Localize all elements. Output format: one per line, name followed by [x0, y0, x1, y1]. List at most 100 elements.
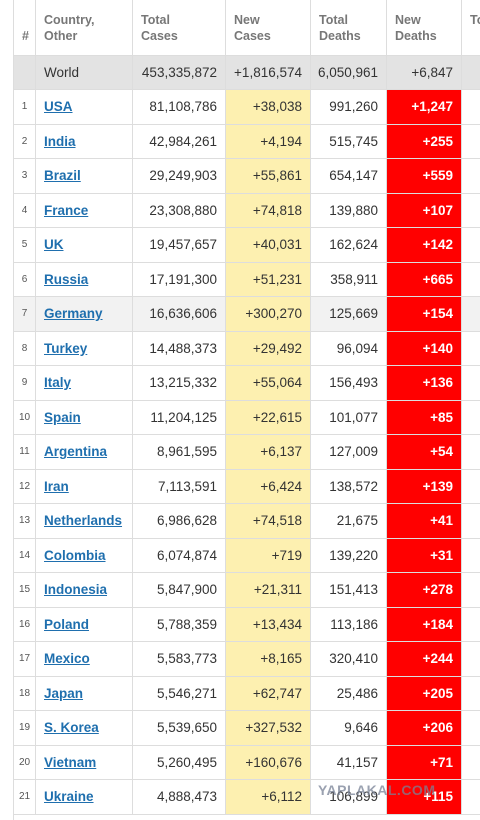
country-link-text[interactable]: Russia	[44, 271, 89, 287]
rank: 9	[14, 366, 36, 401]
data-cell: +74,518	[226, 504, 311, 539]
country-link[interactable]: Italy	[36, 366, 133, 401]
data-cell: +719	[226, 538, 311, 573]
clipped-cell	[462, 504, 480, 539]
country-link-text[interactable]: Brazil	[44, 168, 81, 184]
data-cell: 9,646	[311, 711, 387, 746]
country-link-text[interactable]: India	[44, 133, 76, 149]
column-header[interactable]: Total Cases	[133, 0, 226, 56]
country-link[interactable]: Netherlands	[36, 504, 133, 539]
country-link-text[interactable]: Turkey	[44, 340, 88, 356]
clipped-cell	[462, 608, 480, 642]
clipped-cell	[462, 746, 480, 780]
country-link-text[interactable]: Argentina	[44, 444, 108, 460]
country-link[interactable]: Vietnam	[36, 745, 133, 780]
country-link[interactable]: Japan	[36, 676, 133, 711]
column-header[interactable]: New Deaths	[387, 0, 462, 56]
world-rank-cell	[14, 56, 36, 90]
clipped-cell	[462, 332, 480, 366]
country-link[interactable]: Indonesia	[36, 573, 133, 608]
country-link[interactable]: Iran	[36, 469, 133, 504]
world-cell: 453,335,872	[133, 56, 226, 90]
country-link-text[interactable]: Japan	[44, 685, 84, 701]
data-cell: 101,077	[311, 400, 387, 435]
country-link[interactable]: UK	[36, 228, 133, 263]
country-link-text[interactable]: Netherlands	[44, 513, 123, 529]
table-edge	[13, 0, 14, 820]
country-link-text[interactable]: Ukraine	[44, 789, 94, 805]
data-cell: 4,888,473	[133, 780, 226, 815]
column-header-text[interactable]: Country, Other	[44, 13, 95, 43]
country-link-text[interactable]: Vietnam	[44, 754, 97, 770]
country-link[interactable]: Brazil	[36, 159, 133, 194]
data-cell: +29,492	[226, 331, 311, 366]
country-link[interactable]: Colombia	[36, 538, 133, 573]
rank: 7	[14, 297, 36, 332]
country-link-text[interactable]: France	[44, 202, 89, 218]
column-header-text[interactable]: New Cases	[234, 13, 271, 43]
data-cell: +51,231	[226, 262, 311, 297]
country-link-text[interactable]: Spain	[44, 409, 81, 425]
data-cell: +4,194	[226, 124, 311, 159]
country-link[interactable]: India	[36, 124, 133, 159]
country-link[interactable]: Mexico	[36, 642, 133, 677]
data-cell: +54	[387, 435, 462, 470]
data-cell: 16,636,606	[133, 297, 226, 332]
data-cell: 5,539,650	[133, 711, 226, 746]
rank: 16	[14, 607, 36, 642]
data-cell: 23,308,880	[133, 193, 226, 228]
clipped-cell	[462, 539, 480, 573]
data-cell: 5,260,495	[133, 745, 226, 780]
data-cell: +206	[387, 711, 462, 746]
column-header[interactable]: New Cases	[226, 0, 311, 56]
country-link[interactable]: Germany	[36, 297, 133, 332]
data-cell: 5,847,900	[133, 573, 226, 608]
data-cell: +255	[387, 124, 462, 159]
column-header-text[interactable]: Total Cases	[141, 13, 178, 43]
country-link-text[interactable]: Italy	[44, 375, 72, 391]
country-link[interactable]: Poland	[36, 607, 133, 642]
country-link[interactable]: France	[36, 193, 133, 228]
column-header-text[interactable]: #	[22, 29, 29, 43]
data-cell: 139,880	[311, 193, 387, 228]
data-cell: 125,669	[311, 297, 387, 332]
column-header-text[interactable]: To Re	[470, 13, 480, 27]
rank: 2	[14, 124, 36, 159]
data-cell: 6,074,874	[133, 538, 226, 573]
country-link-text[interactable]: S. Korea	[44, 720, 99, 736]
column-header[interactable]: #	[14, 0, 36, 56]
column-header-text[interactable]: New Deaths	[395, 13, 437, 43]
country-link-text[interactable]: USA	[44, 99, 73, 115]
country-link-text[interactable]: Germany	[44, 306, 103, 322]
country-link[interactable]: S. Korea	[36, 711, 133, 746]
data-cell: +136	[387, 366, 462, 401]
column-header[interactable]: To Re	[462, 0, 480, 56]
column-header[interactable]: Country, Other	[36, 0, 133, 56]
data-cell: +8,165	[226, 642, 311, 677]
data-cell: +107	[387, 193, 462, 228]
country-link-text[interactable]: Indonesia	[44, 582, 108, 598]
country-link-text[interactable]: UK	[44, 237, 64, 253]
country-link-text[interactable]: Colombia	[44, 547, 106, 563]
data-cell: 41,157	[311, 745, 387, 780]
data-cell: 14,488,373	[133, 331, 226, 366]
data-cell: 106,899	[311, 780, 387, 815]
column-header[interactable]: Total Deaths	[311, 0, 387, 56]
country-link[interactable]: Argentina	[36, 435, 133, 470]
data-cell: 515,745	[311, 124, 387, 159]
country-link[interactable]: Ukraine	[36, 780, 133, 815]
rank: 10	[14, 400, 36, 435]
country-link[interactable]: USA	[36, 90, 133, 125]
country-link-text[interactable]: Iran	[44, 478, 69, 494]
country-link[interactable]: Spain	[36, 400, 133, 435]
clipped-cell	[462, 263, 480, 297]
country-link-text[interactable]: Mexico	[44, 651, 90, 667]
country-link[interactable]: Russia	[36, 262, 133, 297]
column-header-text[interactable]: Total Deaths	[319, 13, 361, 43]
country-link-text[interactable]: Poland	[44, 616, 90, 632]
data-cell: +139	[387, 469, 462, 504]
clipped-cell	[462, 228, 480, 263]
country-link[interactable]: Turkey	[36, 331, 133, 366]
data-cell: +559	[387, 159, 462, 194]
